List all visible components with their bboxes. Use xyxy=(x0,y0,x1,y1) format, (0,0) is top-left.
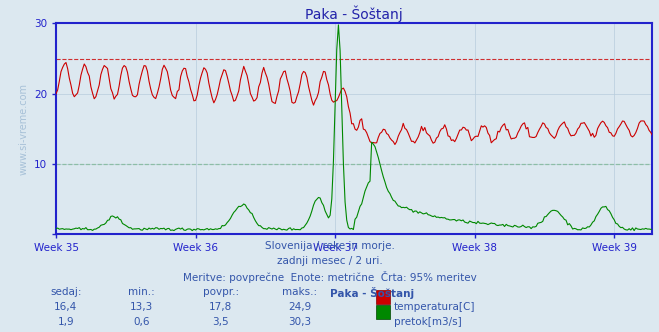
Text: 13,3: 13,3 xyxy=(130,302,154,312)
Text: Paka - Šoštanj: Paka - Šoštanj xyxy=(330,287,415,299)
Text: Slovenija / reke in morje.: Slovenija / reke in morje. xyxy=(264,241,395,251)
Text: Meritve: povprečne  Enote: metrične  Črta: 95% meritev: Meritve: povprečne Enote: metrične Črta:… xyxy=(183,271,476,283)
Text: zadnji mesec / 2 uri.: zadnji mesec / 2 uri. xyxy=(277,256,382,266)
Text: 16,4: 16,4 xyxy=(54,302,78,312)
Text: 3,5: 3,5 xyxy=(212,317,229,327)
Text: maks.:: maks.: xyxy=(282,287,318,297)
Text: 17,8: 17,8 xyxy=(209,302,233,312)
Text: sedaj:: sedaj: xyxy=(50,287,82,297)
Title: Paka - Šoštanj: Paka - Šoštanj xyxy=(305,6,403,22)
Text: povpr.:: povpr.: xyxy=(203,287,239,297)
Text: pretok[m3/s]: pretok[m3/s] xyxy=(394,317,462,327)
Text: temperatura[C]: temperatura[C] xyxy=(394,302,476,312)
Text: www.si-vreme.com: www.si-vreme.com xyxy=(18,83,28,175)
Text: 24,9: 24,9 xyxy=(288,302,312,312)
Text: 1,9: 1,9 xyxy=(57,317,74,327)
Text: min.:: min.: xyxy=(129,287,155,297)
Text: 0,6: 0,6 xyxy=(133,317,150,327)
Text: 30,3: 30,3 xyxy=(288,317,312,327)
